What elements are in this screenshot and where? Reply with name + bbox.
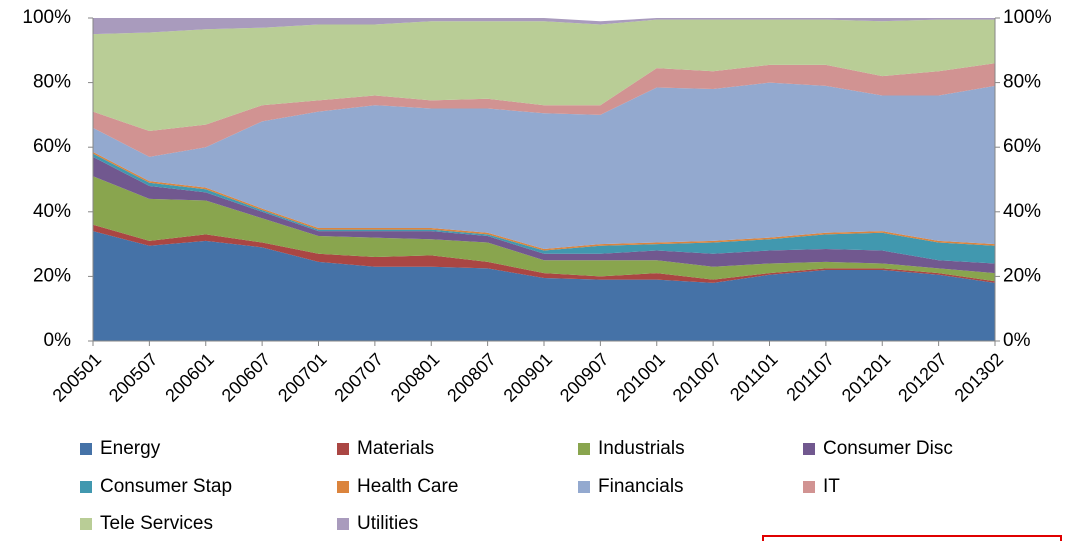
x-tick-label: 200901 bbox=[500, 349, 557, 406]
x-tick-label: 201207 bbox=[894, 349, 951, 406]
legend-label: Utilities bbox=[357, 513, 418, 534]
x-tick-label: 200807 bbox=[443, 349, 500, 406]
legend-swatch bbox=[80, 443, 92, 455]
x-tick-label: 200507 bbox=[105, 349, 162, 406]
y2-tick-label: 80% bbox=[1003, 72, 1041, 93]
y2-tick-label: 60% bbox=[1003, 136, 1041, 157]
legend-swatch bbox=[803, 443, 815, 455]
x-tick-label: 201201 bbox=[838, 349, 895, 406]
legend-label: Health Care bbox=[357, 476, 458, 497]
x-tick-label: 200607 bbox=[218, 349, 275, 406]
legend-label: Consumer Stap bbox=[100, 476, 232, 497]
legend-swatch bbox=[578, 481, 590, 493]
y2-tick-label: 40% bbox=[1003, 201, 1041, 222]
legend-label: Energy bbox=[100, 438, 161, 459]
area bbox=[93, 156, 995, 274]
y-tick-label: 60% bbox=[33, 136, 71, 157]
legend-label: Consumer Disc bbox=[823, 438, 953, 459]
area bbox=[93, 63, 995, 157]
legend-swatch bbox=[80, 481, 92, 493]
legend-swatch bbox=[578, 443, 590, 455]
highlight-box bbox=[762, 535, 1062, 541]
y2-tick-label: 0% bbox=[1003, 330, 1031, 351]
area bbox=[93, 153, 995, 264]
legend-label: Industrials bbox=[598, 438, 685, 459]
area bbox=[93, 19, 995, 132]
legend-swatch bbox=[803, 481, 815, 493]
x-tick-label: 200907 bbox=[556, 349, 613, 406]
y-tick-label: 100% bbox=[22, 7, 71, 28]
y-tick-label: 20% bbox=[33, 265, 71, 286]
x-tick-label: 201107 bbox=[782, 349, 838, 405]
legend-swatch bbox=[80, 518, 92, 530]
y2-tick-label: 100% bbox=[1003, 7, 1052, 28]
legend-label: Materials bbox=[357, 438, 434, 459]
x-tick-label: 201101 bbox=[726, 349, 782, 405]
area bbox=[93, 18, 995, 35]
legend-swatch bbox=[337, 481, 349, 493]
legend-swatch bbox=[337, 518, 349, 530]
x-tick-label: 200801 bbox=[387, 349, 444, 406]
x-tick-label: 201001 bbox=[612, 349, 669, 406]
legend-swatch bbox=[337, 443, 349, 455]
x-tick-label: 200701 bbox=[274, 349, 331, 406]
y-tick-label: 0% bbox=[44, 330, 72, 351]
legend-label: Tele Services bbox=[100, 513, 213, 534]
x-tick-label: 200501 bbox=[49, 349, 106, 406]
x-tick-label: 200707 bbox=[330, 349, 387, 406]
x-tick-label: 201007 bbox=[669, 349, 726, 406]
legend-label: Financials bbox=[598, 476, 684, 497]
legend-label: IT bbox=[823, 476, 840, 497]
x-tick-label: 201302 bbox=[951, 349, 1008, 406]
area bbox=[93, 82, 995, 249]
y-tick-label: 80% bbox=[33, 72, 71, 93]
x-tick-label: 200601 bbox=[161, 349, 218, 406]
area bbox=[93, 231, 995, 341]
y-tick-label: 40% bbox=[33, 201, 71, 222]
y2-tick-label: 20% bbox=[1003, 265, 1041, 286]
